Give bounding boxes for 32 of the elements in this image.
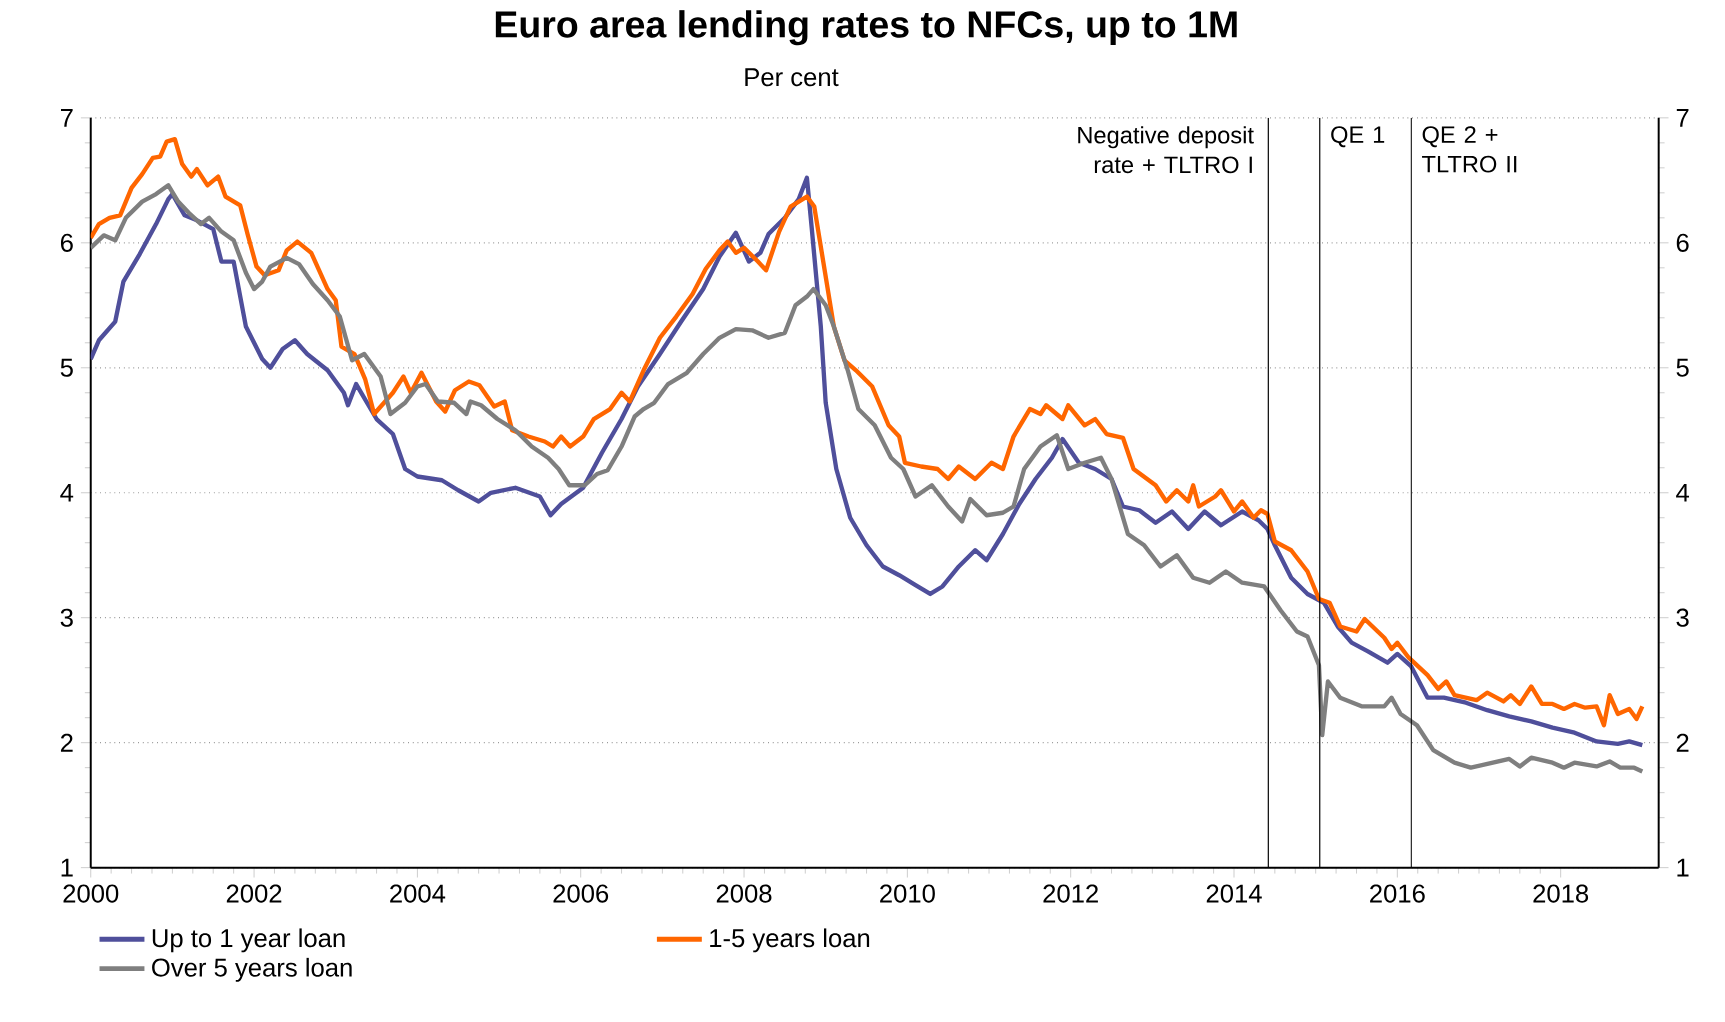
y-tick-label: 3	[60, 608, 73, 627]
y2-tick-label: 2	[1676, 733, 1689, 752]
y-tick-label: 5	[60, 358, 73, 377]
x-tick-label: 2006	[553, 884, 609, 903]
legend-label: Up to 1 year loan	[152, 928, 345, 953]
y-tick-label: 1	[61, 858, 73, 877]
y-tick-label: 2	[60, 733, 73, 752]
y2-tick-label: 4	[1676, 483, 1690, 502]
x-tick-label: 2008	[716, 884, 772, 903]
y2-tick-label: 6	[1676, 233, 1689, 252]
x-tick-label: 2000	[63, 884, 119, 903]
x-tick-label: 2018	[1533, 884, 1589, 903]
x-tick-label: 2002	[226, 884, 282, 903]
x-tick-label: 2004	[390, 884, 446, 903]
legend-label: 1-5 years loan	[710, 928, 870, 953]
ref-line-label: Negative deposit rate + TLTRO I	[1078, 126, 1254, 174]
chart-title: Euro area lending rates to NFCs, up to 1M	[495, 10, 1237, 46]
x-tick-label: 2016	[1370, 884, 1425, 903]
legend-label: Over 5 years loan	[152, 957, 352, 982]
y2-tick-label: 3	[1676, 608, 1689, 627]
chart-subtitle: Per cent	[745, 68, 839, 87]
ref-line-label: QE 1	[1331, 126, 1385, 148]
y-tick-label: 6	[60, 233, 73, 252]
y-tick-label: 7	[60, 108, 73, 127]
y-tick-label: 4	[60, 483, 74, 502]
x-tick-label: 2012	[1043, 884, 1098, 903]
x-tick-label: 2014	[1206, 884, 1262, 903]
y2-tick-label: 1	[1677, 858, 1689, 877]
x-tick-label: 2010	[880, 884, 935, 903]
y2-tick-label: 7	[1676, 108, 1689, 127]
y2-tick-label: 5	[1676, 358, 1689, 377]
ref-line-label: QE 2 + TLTRO II	[1422, 126, 1517, 173]
